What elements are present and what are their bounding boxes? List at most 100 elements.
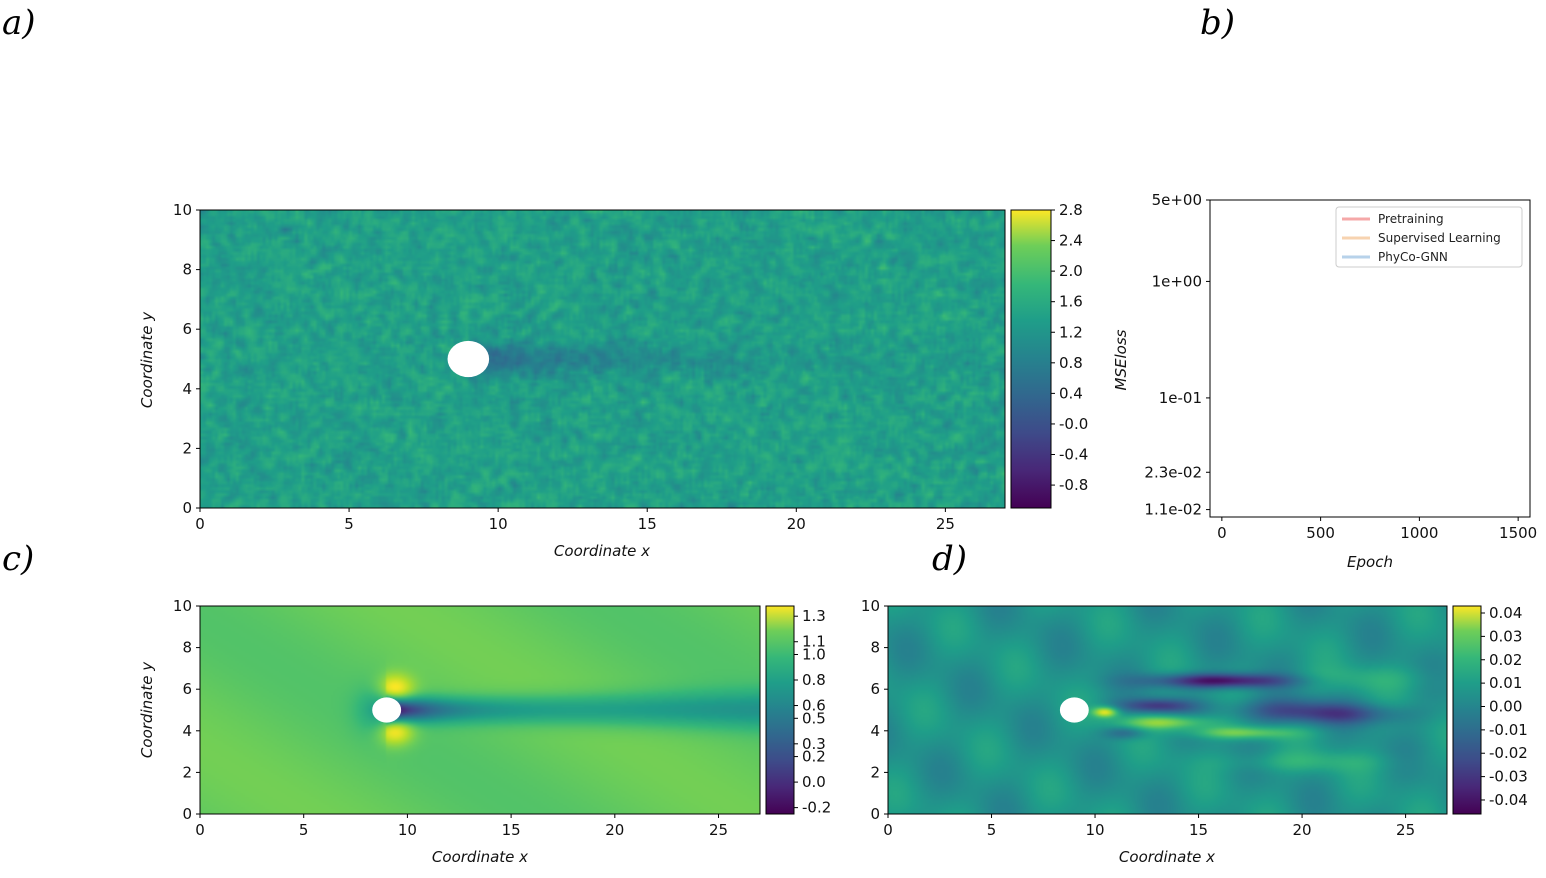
ytick-label: 4 bbox=[182, 722, 192, 740]
ytick-label: 4 bbox=[870, 722, 880, 740]
xlabel-d: Coordinate x bbox=[1119, 848, 1215, 866]
colorbar-tick-label: -0.04 bbox=[1489, 791, 1528, 809]
panel-label-b: b) bbox=[1200, 3, 1235, 43]
axes-frame bbox=[887, 605, 1448, 815]
colorbar-tick-label: 0.4 bbox=[1059, 384, 1083, 402]
panel-a: 0 5 10 15 20 25 0 2 4 6 8 10 2.8 2.4 2.0 1.6 1.2 0.8 0.4 -… bbox=[138, 201, 1088, 560]
xtick-label: 25 bbox=[936, 515, 955, 533]
colorbar-gradient bbox=[1010, 209, 1052, 509]
xtick-label: 5 bbox=[987, 821, 997, 839]
colorbar-tick-label: 0.8 bbox=[802, 671, 826, 689]
xlabel-a: Coordinate x bbox=[554, 542, 650, 560]
ytick-label: 0 bbox=[182, 499, 192, 517]
ytick-label: 8 bbox=[182, 639, 192, 657]
xtick-label: 15 bbox=[638, 515, 657, 533]
ytick-label: 2.3e-02 bbox=[1144, 463, 1202, 481]
ytick-label: 6 bbox=[182, 680, 192, 698]
xtick-label: 25 bbox=[1396, 821, 1415, 839]
ylabel-b: MSEloss bbox=[1112, 329, 1130, 390]
colorbar-tick-label: 0.04 bbox=[1489, 604, 1522, 622]
cylinder-mask bbox=[1059, 697, 1089, 723]
xtick-label: 0 bbox=[195, 515, 205, 533]
ytick-label: 10 bbox=[861, 597, 880, 615]
colorbar-tick-label: 0.5 bbox=[802, 709, 826, 727]
xlabel-b: Epoch bbox=[1347, 553, 1393, 571]
xtick-label: 20 bbox=[787, 515, 806, 533]
ytick-label: 2 bbox=[182, 439, 192, 457]
xtick-label: 0 bbox=[1217, 524, 1227, 542]
xtick-label: 20 bbox=[1293, 821, 1312, 839]
colorbar-tick-label: -0.01 bbox=[1489, 721, 1528, 739]
ytick-label: 0 bbox=[182, 805, 192, 823]
ytick-label: 6 bbox=[182, 320, 192, 338]
ytick-label: 2 bbox=[182, 763, 192, 781]
ytick-label: 1.1e-02 bbox=[1144, 501, 1202, 519]
colorbar-tick-label: 0.03 bbox=[1489, 627, 1522, 645]
ytick-label: 4 bbox=[182, 380, 192, 398]
panel-label-a: a) bbox=[2, 3, 36, 43]
axes-frame bbox=[199, 209, 1006, 509]
ytick-label: 1e+00 bbox=[1152, 272, 1202, 290]
colorbar-gradient bbox=[765, 605, 795, 815]
legend-label: Supervised Learning bbox=[1378, 231, 1501, 245]
axes-d: 0 5 10 15 20 25 0 2 4 6 8 10 bbox=[861, 597, 1448, 839]
colorbar-tick-label: -0.02 bbox=[1489, 744, 1528, 762]
ytick-label: 10 bbox=[173, 201, 192, 219]
colorbar-tick-label: 0.2 bbox=[802, 748, 826, 766]
colorbar-tick-label: -0.2 bbox=[802, 799, 831, 817]
xtick-label: 15 bbox=[502, 821, 521, 839]
xlabel-c: Coordinate x bbox=[432, 848, 528, 866]
legend-label: Pretraining bbox=[1378, 212, 1444, 226]
colorbar-tick-label: -0.8 bbox=[1059, 476, 1088, 494]
xtick-label: 1500 bbox=[1499, 524, 1537, 542]
panel-d: 0 5 10 15 20 25 0 2 4 6 8 10 0.04 0.03 0.02 0.01 0.00 -0… bbox=[861, 597, 1528, 866]
colorbar-tick-label: -0.4 bbox=[1059, 446, 1088, 464]
xtick-label: 0 bbox=[195, 821, 205, 839]
heatmap-image bbox=[200, 210, 1005, 508]
colorbar-tick-label: 0.0 bbox=[802, 773, 826, 791]
heatmap-image bbox=[888, 606, 1447, 814]
xtick-label: 500 bbox=[1306, 524, 1335, 542]
colorbar-d: 0.04 0.03 0.02 0.01 0.00 -0.01 -0.02 -0.03 -0.04 bbox=[1452, 604, 1528, 815]
ylabel-c: Coordinate y bbox=[138, 661, 156, 758]
xtick-label: 5 bbox=[299, 821, 309, 839]
xtick-label: 25 bbox=[709, 821, 728, 839]
xtick-label: 10 bbox=[489, 515, 508, 533]
ytick-label: 8 bbox=[182, 261, 192, 279]
colorbar-tick-label: 1.6 bbox=[1059, 293, 1083, 311]
xtick-label: 0 bbox=[883, 821, 893, 839]
colorbar-c: 1.3 1.11.0 0.8 0.60.5 0.30.2 0.0 -0.2 bbox=[765, 605, 831, 817]
heatmap-image bbox=[200, 606, 760, 814]
plot-area-a bbox=[200, 210, 1005, 508]
ytick-label: 2 bbox=[870, 763, 880, 781]
colorbar-tick-label: 2.0 bbox=[1059, 262, 1083, 280]
colorbar-tick-label: 0.3 bbox=[802, 735, 826, 753]
plot-area-d bbox=[888, 606, 1447, 814]
colorbar-tick-label: 2.4 bbox=[1059, 232, 1083, 250]
axes-a: 0 5 10 15 20 25 0 2 4 6 8 10 bbox=[173, 201, 1006, 533]
axes-c: 0 5 10 15 20 25 0 2 4 6 8 10 bbox=[173, 597, 761, 839]
ytick-label: 6 bbox=[870, 680, 880, 698]
ytick-label: 8 bbox=[870, 639, 880, 657]
colorbar-tick-label: 1.0 bbox=[802, 645, 826, 663]
cylinder-mask bbox=[447, 340, 490, 378]
legend-label: PhyCo-GNN bbox=[1378, 250, 1448, 264]
colorbar-gradient bbox=[1452, 605, 1482, 815]
colorbar-tick-label: 0.00 bbox=[1489, 697, 1522, 715]
colorbar-tick-label: 1.3 bbox=[802, 607, 826, 625]
colorbar-tick-label: 0.02 bbox=[1489, 651, 1522, 669]
ytick-label: 0 bbox=[870, 805, 880, 823]
cylinder-mask bbox=[372, 697, 402, 723]
colorbar-tick-label: 0.01 bbox=[1489, 674, 1522, 692]
panel-label-c: c) bbox=[2, 539, 34, 579]
plot-area-c bbox=[200, 606, 760, 814]
legend-box bbox=[1335, 206, 1523, 268]
xtick-label: 10 bbox=[1085, 821, 1104, 839]
xtick-label: 20 bbox=[605, 821, 624, 839]
ylabel-a: Coordinate y bbox=[138, 311, 156, 408]
ytick-label: 5e+00 bbox=[1152, 191, 1202, 209]
ytick-label: 10 bbox=[173, 597, 192, 615]
colorbar-tick-label: 0.8 bbox=[1059, 354, 1083, 372]
